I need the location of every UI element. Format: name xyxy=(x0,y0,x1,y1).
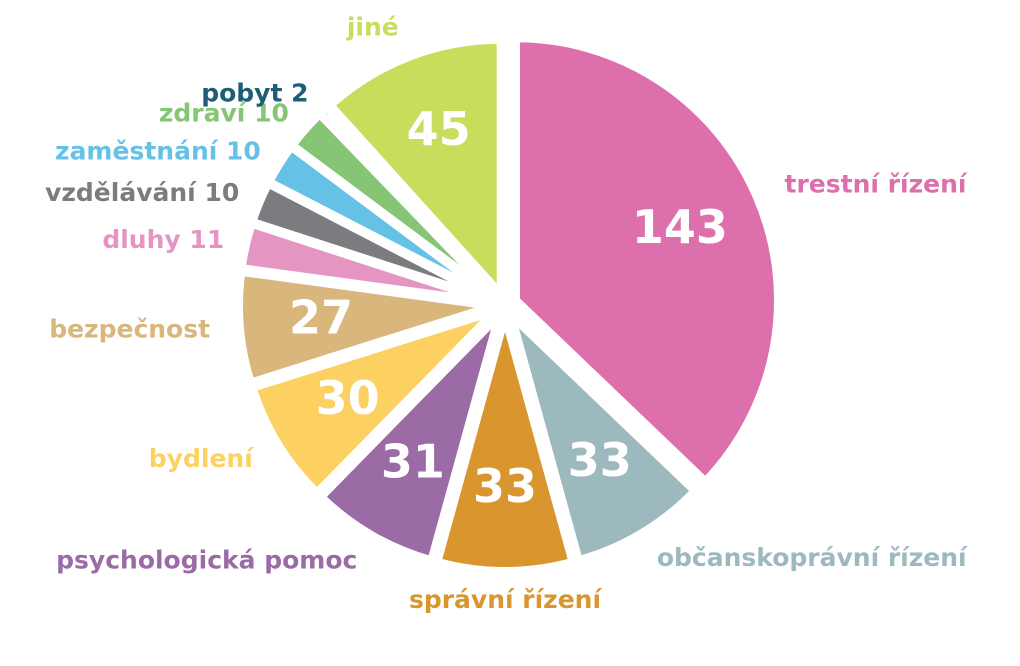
value-label: 10 xyxy=(226,136,261,165)
category-name: vzdělávání xyxy=(45,178,197,207)
category-label: jiné xyxy=(346,13,399,42)
category-label: vzdělávání 10 xyxy=(45,178,239,207)
value-label: 143 xyxy=(632,200,728,254)
category-label: zdraví 10 xyxy=(159,99,289,128)
slice xyxy=(314,102,500,300)
value-label: 2 xyxy=(291,78,308,107)
value-label: 10 xyxy=(254,99,289,128)
category-label: občanskoprávní řízení xyxy=(657,543,968,572)
category-label: bezpečnost xyxy=(49,314,210,343)
value-label: 11 xyxy=(189,225,224,254)
slice xyxy=(512,34,783,488)
category-label: správní řízení xyxy=(409,585,603,614)
value-label: 33 xyxy=(473,459,537,513)
slice xyxy=(247,307,498,499)
value-label: 33 xyxy=(568,433,632,487)
category-name: pobyt xyxy=(201,78,282,107)
category-label: zaměstnání 10 xyxy=(55,136,261,165)
slice xyxy=(235,267,495,388)
category-label: pobyt 2 xyxy=(201,78,308,107)
category-name: zdraví xyxy=(159,99,247,128)
category-label: trestní řízení xyxy=(785,170,968,199)
category-label: dluhy 11 xyxy=(102,225,224,254)
slice xyxy=(315,301,507,566)
value-label: 45 xyxy=(407,102,471,156)
value-label: 10 xyxy=(204,178,239,207)
category-label: psychologická pomoc xyxy=(56,546,357,575)
slice xyxy=(432,301,578,575)
category-name: zaměstnání xyxy=(55,136,219,165)
category-name: dluhy xyxy=(102,225,180,254)
slice xyxy=(503,302,701,566)
category-label: bydlení xyxy=(149,444,254,473)
slice xyxy=(324,35,505,305)
value-label: 27 xyxy=(289,290,353,344)
value-label: 31 xyxy=(381,435,445,489)
value-label: 30 xyxy=(316,371,380,425)
